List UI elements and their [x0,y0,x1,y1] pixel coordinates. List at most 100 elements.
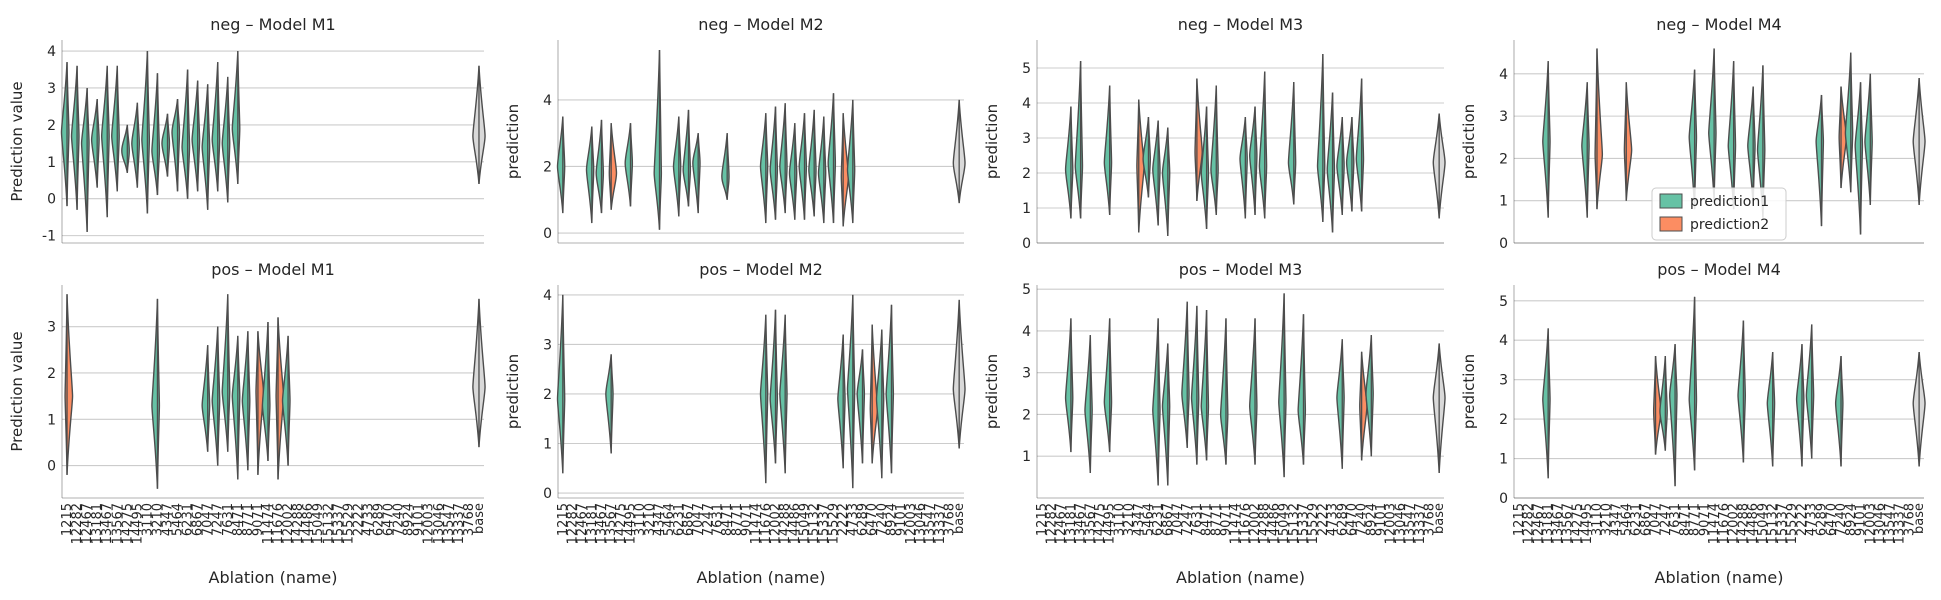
x-tick-label: 14486 [788,503,803,544]
x-tick-label: 13567 [1083,503,1098,544]
x-tick-label: 6231 [672,503,687,536]
violin-8471 [1200,106,1210,230]
y-tick-label: 1 [1499,452,1508,468]
x-tick-label: 15529 [827,503,842,544]
legend: prediction1 prediction2 [1651,187,1787,241]
violin-9071 [1219,318,1229,465]
x-tick-label: 6289 [372,503,387,536]
violin-4733 [1805,324,1815,459]
y-tick-label: 3 [1499,373,1508,389]
violin-13467 [595,119,605,214]
y-tick-label: 0 [1022,236,1031,252]
x-tick-label: 13467 [595,503,610,544]
violin-6470 [1345,116,1355,212]
subplot-title: neg – Model M4 [1656,15,1781,34]
x-tick-label: 9101 [894,503,909,536]
x-tick-label: 3768 [1422,503,1437,536]
violin-4733 [1326,92,1336,233]
x-tick-label: 1215 [1512,503,1527,536]
x-tick-label: 11474 [261,503,276,544]
x-tick-label: 11474 [1229,503,1244,544]
violin-14288 [1737,320,1746,463]
y-tick-label: 3 [1022,131,1031,147]
x-tick-label: 12467 [1054,503,1069,544]
violin-6231 [1152,120,1161,226]
x-tick-label: 6470 [1824,503,1839,536]
y-tick-label: 1 [1022,449,1031,465]
violin-13467 [100,65,110,218]
x-tick-label: 8924 [1364,503,1379,536]
x-tick-label: 12003 [904,503,919,544]
y-tick-label: 1 [1022,201,1031,217]
legend-label: prediction1 [1690,194,1769,210]
y-axis-label: prediction [504,104,522,179]
x-tick-label: 5464 [662,503,677,536]
violin-4347 [653,49,663,230]
x-tick-label: 15049 [311,503,326,544]
violin-7247 [211,326,221,466]
violin-12002 [769,309,779,464]
x-tick-label: base [952,503,967,534]
violin-1215 [60,62,70,207]
subplot: pos – Model M201234prediction12151228212… [504,260,967,587]
y-tick-label: 0 [47,459,56,475]
x-tick-label: 9071 [1697,503,1712,536]
violin-9101 [1854,82,1864,235]
violin-7047 [201,84,211,210]
y-tick-label: 1 [1499,194,1508,210]
y-tick-label: 4 [543,288,552,304]
x-tick-label: 9101 [412,503,427,536]
violin-13181 [585,126,595,224]
x-tick-label: 12002 [1727,503,1742,544]
violin-13181 [90,98,100,188]
x-tick-label: 8471 [231,503,246,536]
violin-6867 [1161,127,1171,237]
violin-3110 [1594,48,1604,210]
x-tick-label: 12003 [1863,503,1878,544]
x-tick-label: 11676 [1238,503,1253,544]
violin-13467 [1074,60,1084,219]
y-axis-label: prediction [983,104,1001,179]
violin-6289 [1336,339,1345,469]
violin-12002 [1249,106,1258,216]
violin-3210 [151,298,161,489]
x-tick-label: 4347 [653,503,668,536]
x-tick-label: 6867 [1639,503,1654,536]
x-tick-label: 3110 [1590,503,1605,536]
violin-7047 [201,345,211,452]
x-tick-label: 13547 [442,503,457,544]
subplot-title: pos – Model M4 [1657,260,1781,279]
x-tick-label: 14275 [614,503,629,544]
x-tick-label: 15132 [321,503,336,544]
y-gridlines [1037,288,1444,457]
violin-2222 [837,334,846,469]
violin-6867 [191,80,201,192]
x-tick-label: 13467 [100,503,115,544]
x-tick-label: 4733 [1326,503,1341,536]
x-tick-label: 8924 [885,503,900,536]
violin-3210 [151,73,161,196]
violin-7240 [1359,351,1368,461]
violin-8924 [885,304,895,474]
y-tick-label: 2 [1499,412,1508,428]
x-tick-label: 6289 [856,503,871,536]
x-tick-label: 5464 [1619,503,1634,536]
x-tick-label: 14275 [1570,503,1585,544]
x-tick-label: 6867 [1161,503,1176,536]
y-tick-label: 4 [1022,324,1031,340]
subplot: neg – Model M2 0 2 4 prediction [504,15,966,244]
x-tick-label: 5464 [171,503,186,536]
x-tick-label: 12282 [70,503,85,544]
subplot-title: pos – Model M1 [211,260,335,279]
x-tick-label: 13337 [452,503,467,544]
violin-8471 [1200,310,1210,461]
y-tick-label: 0 [47,192,56,208]
y-tick-label: 1 [543,437,552,453]
x-tick-label: 4733 [1805,503,1820,536]
violin-14288 [779,314,788,474]
subplot: neg – Model M1 -1 0 1 2 3 4 Prediction value [8,15,486,245]
x-tick-label: 7247 [211,503,226,536]
x-tick-label: 7240 [392,503,407,536]
y-tick-label: 2 [1499,151,1508,167]
x-tick-label: 11676 [759,503,774,544]
